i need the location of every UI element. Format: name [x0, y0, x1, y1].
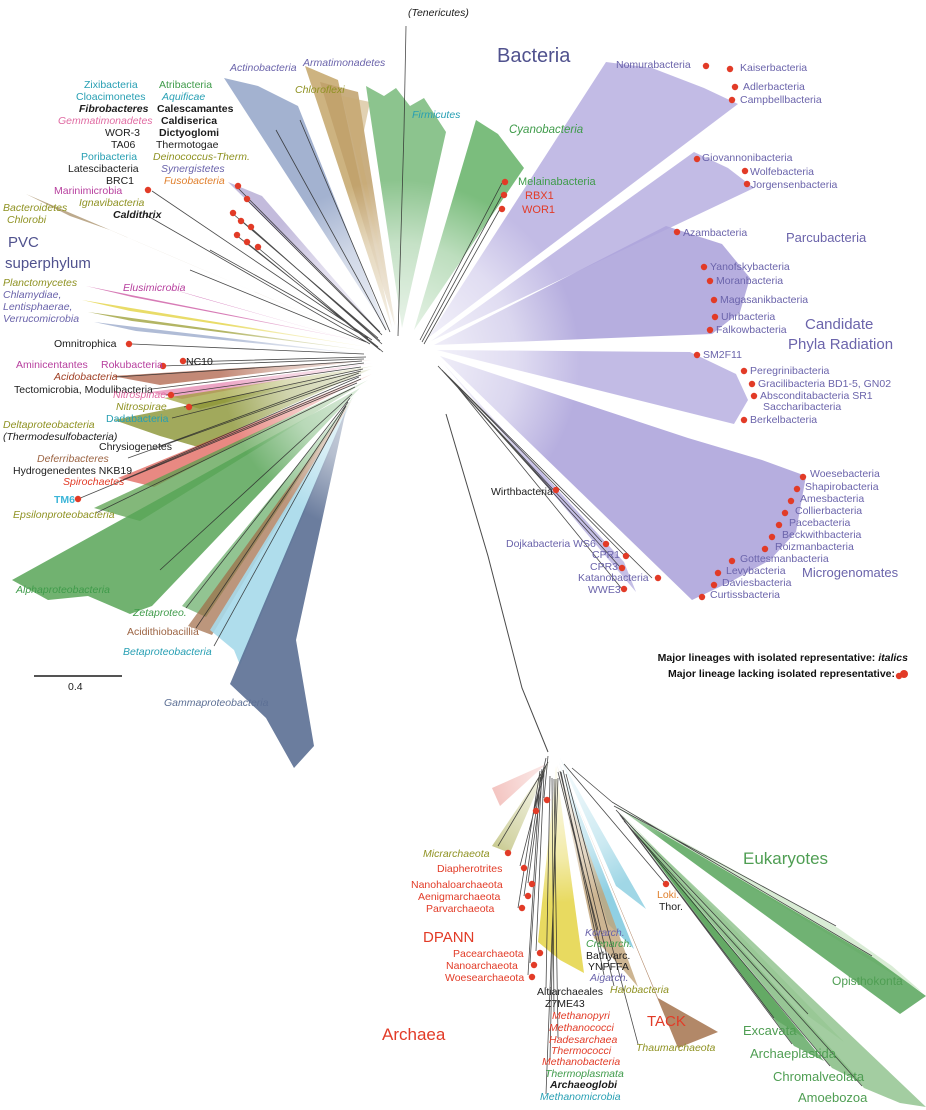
no-isolate-dot [74, 495, 82, 503]
no-isolate-dot [787, 497, 795, 505]
no-isolate-dot [233, 231, 241, 239]
no-isolate-dot [125, 340, 133, 348]
no-isolate-dot [728, 557, 736, 565]
no-isolate-dot [714, 569, 722, 577]
no-isolate-dot [501, 178, 509, 186]
no-isolate-dot [159, 362, 167, 370]
no-isolate-dot [185, 403, 193, 411]
legend-isolated-text: Major lineages with isolated representat… [657, 652, 879, 664]
no-isolate-dot [520, 864, 528, 872]
no-isolate-dot [761, 545, 769, 553]
no-isolate-dot [524, 892, 532, 900]
no-isolate-dot [654, 574, 662, 582]
no-isolate-dot [167, 391, 175, 399]
no-isolate-dot [711, 313, 719, 321]
legend-lacking-text: Major lineage lacking isolated represent… [668, 668, 895, 681]
no-isolate-dot [536, 949, 544, 957]
no-isolate-dot [728, 96, 736, 104]
eukaryote-branches [611, 801, 873, 1087]
no-isolate-dot [254, 243, 262, 251]
no-isolate-dot [740, 416, 748, 424]
no-isolate-dot [237, 217, 245, 225]
no-isolate-dot [518, 904, 526, 912]
legend-italics-word: italics [878, 652, 908, 664]
no-isolate-dot [726, 65, 734, 73]
no-isolate-dot [620, 585, 628, 593]
no-isolate-dot [748, 380, 756, 388]
no-isolate-dot [622, 552, 630, 560]
no-isolate-dot [693, 351, 701, 359]
no-isolate-dot [698, 593, 706, 601]
branch-lines [77, 25, 873, 1095]
no-isolate-dot [662, 880, 670, 888]
no-isolate-dot [710, 581, 718, 589]
no-isolate-dot [793, 485, 801, 493]
no-isolate-dot [710, 296, 718, 304]
no-isolate-dot [530, 961, 538, 969]
no-isolate-dot [799, 473, 807, 481]
legend-line-lacking: Major lineage lacking isolated represent… [640, 666, 908, 682]
no-isolate-dot [543, 796, 551, 804]
no-isolate-dot [706, 277, 714, 285]
wedge-opisthokonta [616, 806, 926, 1014]
legend-line-isolated: Major lineages with isolated representat… [640, 650, 908, 666]
legend: Major lineages with isolated representat… [640, 650, 908, 683]
no-isolate-dot [243, 195, 251, 203]
bacteria-branches [77, 25, 653, 647]
archaea-branches [497, 755, 665, 1095]
no-isolate-dot [768, 533, 776, 541]
no-isolate-dot [741, 167, 749, 175]
no-isolate-dot [234, 182, 242, 190]
no-isolate-dot [532, 807, 540, 815]
no-isolate-dot [500, 191, 508, 199]
no-isolate-dot [602, 540, 610, 548]
no-isolate-dot [740, 367, 748, 375]
no-isolate-dot [693, 155, 701, 163]
no-isolate-dot [229, 209, 237, 217]
no-isolate-dot [243, 238, 251, 246]
no-isolate-dots-layer [74, 62, 903, 981]
center-fade-bacteria [220, 180, 580, 540]
no-isolate-dot [528, 880, 536, 888]
no-isolate-dot [144, 186, 152, 194]
no-isolate-dot [247, 223, 255, 231]
no-isolate-dot [552, 486, 560, 494]
no-isolate-dot [498, 205, 506, 213]
wedge-amoebozoa [626, 821, 926, 1107]
no-isolate-dot [528, 973, 536, 981]
no-isolate-dot [706, 326, 714, 334]
no-isolate-dot [750, 392, 758, 400]
center-fade-archaea [431, 653, 681, 903]
no-isolate-dot [781, 509, 789, 517]
trunk-branch [445, 413, 549, 753]
no-isolate-dot [775, 521, 783, 529]
no-isolate-dot [179, 357, 187, 365]
no-isolate-dot [673, 228, 681, 236]
no-isolate-dot [504, 849, 512, 857]
no-isolate-dot [618, 564, 626, 572]
no-isolate-dot [702, 62, 710, 70]
no-isolate-dot [731, 83, 739, 91]
legend-red-dot-icon [900, 670, 908, 679]
no-isolate-dot [700, 263, 708, 271]
no-isolate-dot [743, 180, 751, 188]
